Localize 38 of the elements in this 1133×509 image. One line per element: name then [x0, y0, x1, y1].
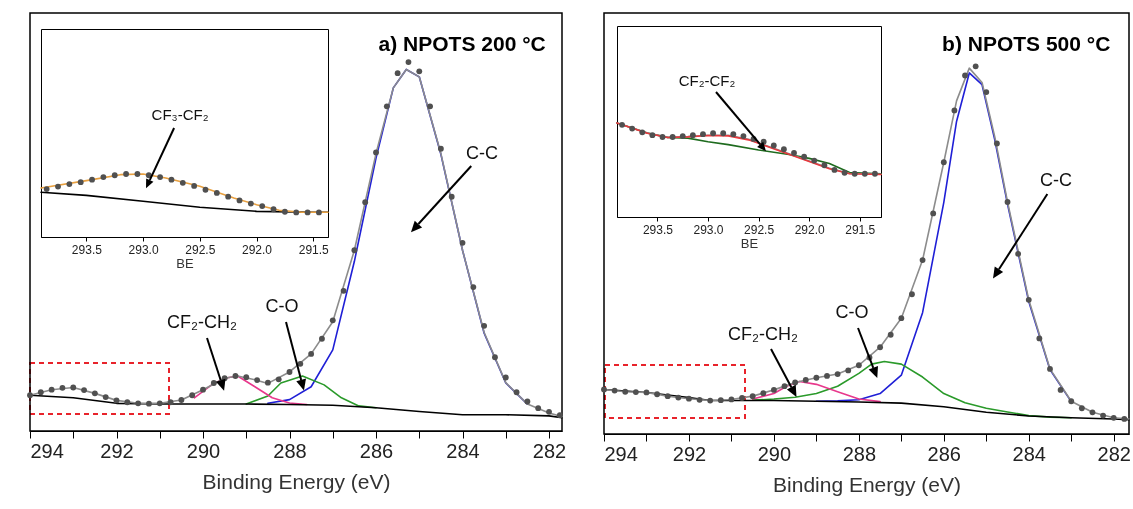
annotation: C-C — [466, 143, 498, 163]
x-tick-label: 286 — [359, 439, 394, 462]
annotation: CF₂-CF₂ — [678, 72, 736, 89]
annotation: C-O — [835, 302, 869, 322]
x-tick-label: 292 — [672, 442, 707, 465]
x-tick-label: 284 — [446, 439, 480, 462]
x-tick-label: 292.0 — [794, 222, 826, 237]
x-tick-label: 282 — [532, 439, 567, 462]
x-axis-title: BE — [176, 255, 194, 271]
x-tick-label: 292.5 — [744, 222, 775, 237]
x-tick-label: 294 — [604, 442, 638, 465]
x-tick-label: 293.5 — [71, 242, 103, 257]
x-tick-label: 288 — [273, 439, 307, 462]
x-tick-label: 292.5 — [185, 242, 216, 257]
annotation: CF₂-CH₂ — [167, 312, 237, 332]
annotation: CF₂-CH₂ — [728, 324, 798, 344]
annotation: C-C — [1040, 170, 1072, 190]
x-tick-label: 282 — [1097, 442, 1131, 465]
annotation: CF₃-CF₂ — [151, 106, 209, 123]
x-tick-label: 293.0 — [693, 222, 724, 237]
chart-title: a) NPOTS 200 °C — [378, 32, 546, 55]
annotation: C-O — [265, 296, 299, 316]
chart-title: b) NPOTS 500 °C — [942, 32, 1111, 55]
x-tick-label: 290 — [186, 439, 221, 462]
x-axis-title: Binding Energy (eV) — [773, 472, 961, 496]
x-tick-label: 293.5 — [642, 222, 674, 237]
x-tick-label: 292 — [100, 439, 134, 462]
x-axis-title: BE — [740, 235, 759, 251]
x-tick-label: 291.5 — [298, 242, 330, 257]
x-tick-label: 292.0 — [242, 242, 273, 257]
x-tick-label: 284 — [1012, 442, 1046, 465]
x-tick-label: 290 — [757, 442, 792, 465]
x-tick-label: 288 — [842, 442, 877, 465]
x-axis-title: Binding Energy (eV) — [202, 469, 391, 493]
x-tick-label: 286 — [927, 442, 961, 465]
x-tick-label: 291.5 — [845, 222, 876, 237]
x-tick-label: 294 — [30, 439, 64, 462]
x-tick-label: 293.0 — [128, 242, 159, 257]
